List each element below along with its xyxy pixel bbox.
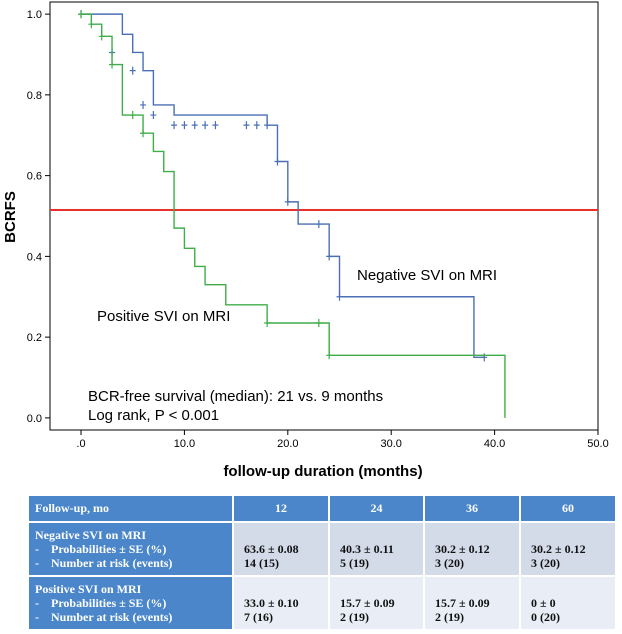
table-cell: 40.3 ± 0.11 5 (19) [328, 521, 425, 577]
x-tick-label: 10.0 [174, 438, 195, 450]
y-tick-label: 0.6 [27, 171, 42, 183]
censor-mark [150, 111, 157, 120]
risk-value: 2 (19) [340, 610, 369, 624]
censor-mark [88, 20, 95, 29]
censor-mark [140, 100, 147, 109]
table-cell: 15.7 ± 0.09 2 (19) [328, 575, 425, 631]
table-cell: 15.7 ± 0.09 2 (19) [423, 575, 521, 631]
header-60: 60 [519, 494, 617, 523]
censor-mark [326, 351, 333, 360]
table-cell: 30.2 ± 0.12 3 (20) [519, 521, 617, 577]
risk-value: 3 (20) [531, 556, 560, 570]
censor-mark [98, 32, 105, 41]
prob-value: 30.2 ± 0.12 [531, 542, 586, 556]
km-chart: .0 10.0 20.0 30.0 40.0 50.0 0.0 0.2 0.4 0.6 0.8 1.0… [2, 1, 609, 480]
row-label-positive: Positive SVI on MRI - Probabilities ± SE… [27, 575, 234, 631]
censor-mark [129, 111, 136, 120]
prob-value: 30.2 ± 0.12 [435, 542, 490, 556]
censor-mark [78, 10, 85, 19]
group-name: Negative SVI on MRI [35, 528, 146, 542]
row-subline: - Number at risk (events) [35, 556, 173, 570]
table-row: Positive SVI on MRI - Probabilities ± SE… [27, 575, 617, 631]
table-row: Negative SVI on MRI - Probabilities ± SE… [27, 521, 617, 577]
x-axis-title: follow-up duration (months) [223, 463, 422, 480]
censor-mark [264, 319, 271, 327]
label-negative-svi: Negative SVI on MRI [357, 267, 497, 284]
censor-mark [274, 157, 281, 166]
prob-value: 15.7 ± 0.09 [435, 596, 490, 610]
censor-mark [315, 220, 322, 229]
censor-mark [181, 121, 188, 130]
row-subline: - Probabilities ± SE (%) [35, 542, 167, 556]
risk-value: 7 (16) [244, 610, 273, 624]
risk-value: 0 (20) [531, 610, 560, 624]
table-header-row: Follow-up, mo 12 24 36 60 [27, 494, 617, 523]
header-followup: Follow-up, mo [27, 494, 234, 523]
log-rank-note: Log rank, P < 0.001 [88, 407, 219, 424]
prob-value: 0 ± 0 [531, 596, 556, 610]
survival-table: Follow-up, mo 12 24 36 60 Negative SVI o… [27, 494, 617, 631]
prob-value: 15.7 ± 0.09 [340, 596, 395, 610]
prob-value: 33.0 ± 0.10 [244, 596, 299, 610]
table-cell: 63.6 ± 0.08 14 (15) [232, 521, 330, 577]
censor-mark [243, 121, 250, 130]
header-12: 12 [232, 494, 330, 523]
censor-mark [326, 252, 333, 261]
y-tick-label: 0.8 [27, 90, 42, 102]
header-24: 24 [328, 494, 425, 523]
censor-mark [171, 121, 178, 130]
x-tick-label: 20.0 [277, 438, 298, 450]
censor-mark [202, 121, 209, 130]
risk-value: 5 (19) [340, 556, 369, 570]
censor-mark [212, 121, 219, 130]
table-cell: 30.2 ± 0.12 3 (20) [423, 521, 521, 577]
table-cell: 33.0 ± 0.10 7 (16) [232, 575, 330, 631]
header-36: 36 [423, 494, 521, 523]
x-tick-label: 50.0 [587, 438, 608, 450]
censor-mark [264, 121, 271, 130]
censor-mark [253, 121, 260, 130]
series-line-positive [81, 13, 506, 418]
y-tick-label: 1.0 [27, 9, 42, 21]
x-tick-label: .0 [76, 438, 85, 450]
risk-value: 3 (20) [435, 556, 464, 570]
table-cell: 0 ± 0 0 (20) [519, 575, 617, 631]
censor-mark [284, 197, 291, 206]
censor-mark [191, 121, 198, 130]
risk-value: 14 (15) [244, 556, 279, 570]
group-name: Positive SVI on MRI [35, 582, 142, 596]
censor-mark [336, 292, 343, 301]
y-tick-label: 0.0 [27, 413, 42, 425]
censor-mark [129, 66, 136, 75]
y-tick-label: 0.4 [27, 251, 42, 263]
risk-value: 2 (19) [435, 610, 464, 624]
row-label-negative: Negative SVI on MRI - Probabilities ± SE… [27, 521, 234, 577]
median-survival-note: BCR-free survival (median): 21 vs. 9 mon… [88, 388, 383, 405]
x-tick-label: 30.0 [380, 438, 401, 450]
row-subline: - Probabilities ± SE (%) [35, 596, 167, 610]
prob-value: 40.3 ± 0.11 [340, 542, 394, 556]
y-tick-label: 0.2 [27, 332, 42, 344]
plot-area [49, 1, 599, 431]
prob-value: 63.6 ± 0.08 [244, 542, 299, 556]
y-axis-title: BCRFS [2, 191, 19, 243]
x-tick-label: 40.0 [484, 438, 505, 450]
censor-mark [109, 60, 116, 69]
label-positive-svi: Positive SVI on MRI [97, 308, 230, 325]
censor-mark [140, 129, 147, 138]
row-subline: - Number at risk (events) [35, 610, 173, 624]
censor-mark [315, 319, 322, 327]
series-line-negative [81, 13, 485, 359]
